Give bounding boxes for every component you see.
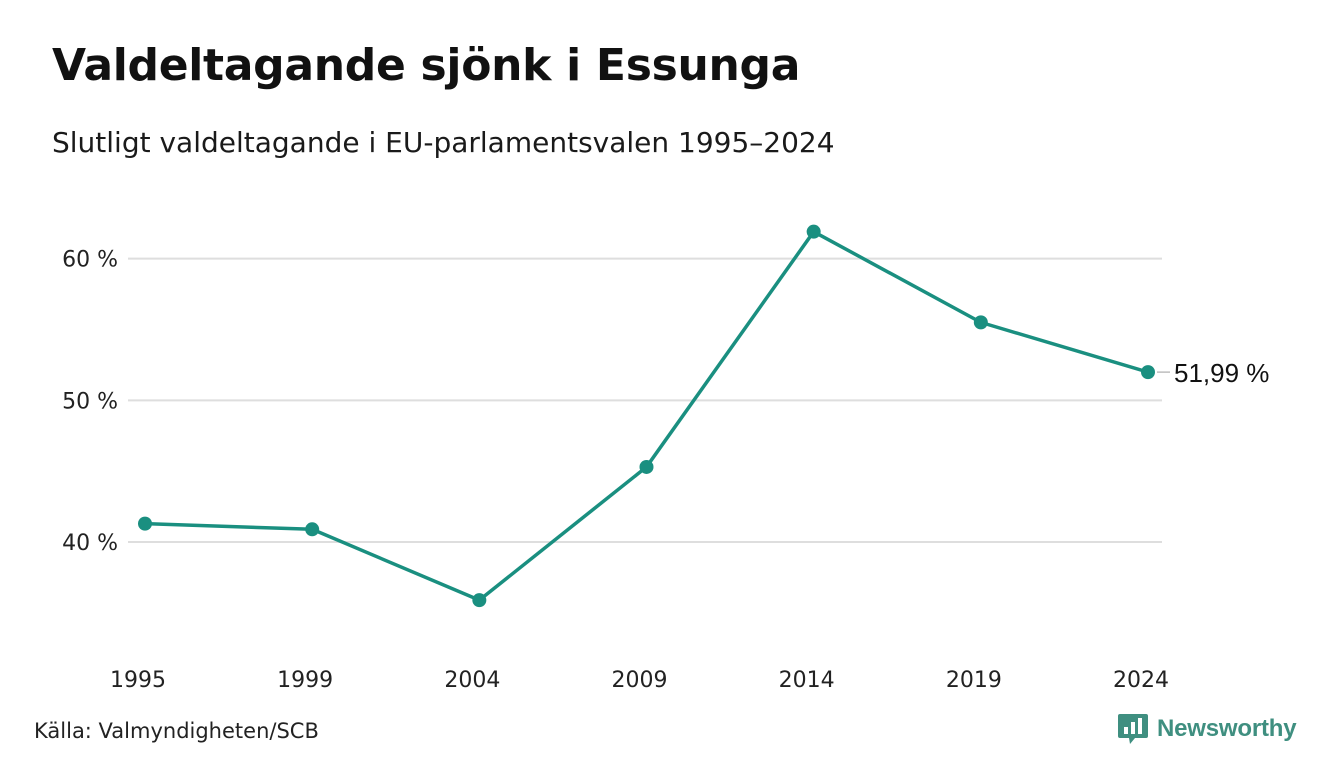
end-label-group: 51,99 % [1157,358,1269,388]
data-point-2014 [806,224,821,239]
data-point-1995 [138,516,152,531]
data-points [138,224,1155,608]
series-line [143,229,1150,602]
x-tick-label: 1999 [277,668,333,693]
newsworthy-logo: Newsworthy [1117,712,1297,746]
data-point-2009 [639,459,654,474]
data-point-2004 [472,593,487,608]
x-tick-label: 2014 [779,668,835,693]
y-axis-tick-labels: 40 % 50 % 60 % [62,248,118,556]
x-tick-label: 2009 [612,668,668,693]
data-point-2019 [973,315,988,330]
end-value-label: 51,99 % [1174,358,1269,388]
data-point-1999 [305,522,320,537]
newsworthy-logo-text: Newsworthy [1157,715,1297,742]
chart-title: Valdeltagande sjönk i Essunga [52,40,801,91]
source-note: Källa: Valmyndigheten/SCB [34,719,319,743]
y-tick-label: 50 % [62,389,118,414]
data-point-2024 [1141,365,1155,380]
x-tick-label: 1995 [110,668,166,693]
y-tick-label: 60 % [62,248,118,273]
chart-subtitle: Slutligt valdeltagande i EU-parlamentsva… [52,126,835,159]
x-tick-label: 2019 [946,668,1002,693]
y-tick-label: 40 % [62,531,118,556]
x-axis-tick-labels: 1995 1999 2004 2009 2014 2019 2024 [110,668,1169,693]
x-tick-label: 2024 [1113,668,1169,693]
grid-lines [128,257,1162,544]
series-line-group [143,229,1150,602]
x-tick-label: 2004 [444,668,500,693]
newsworthy-logo-icon [1118,714,1148,744]
